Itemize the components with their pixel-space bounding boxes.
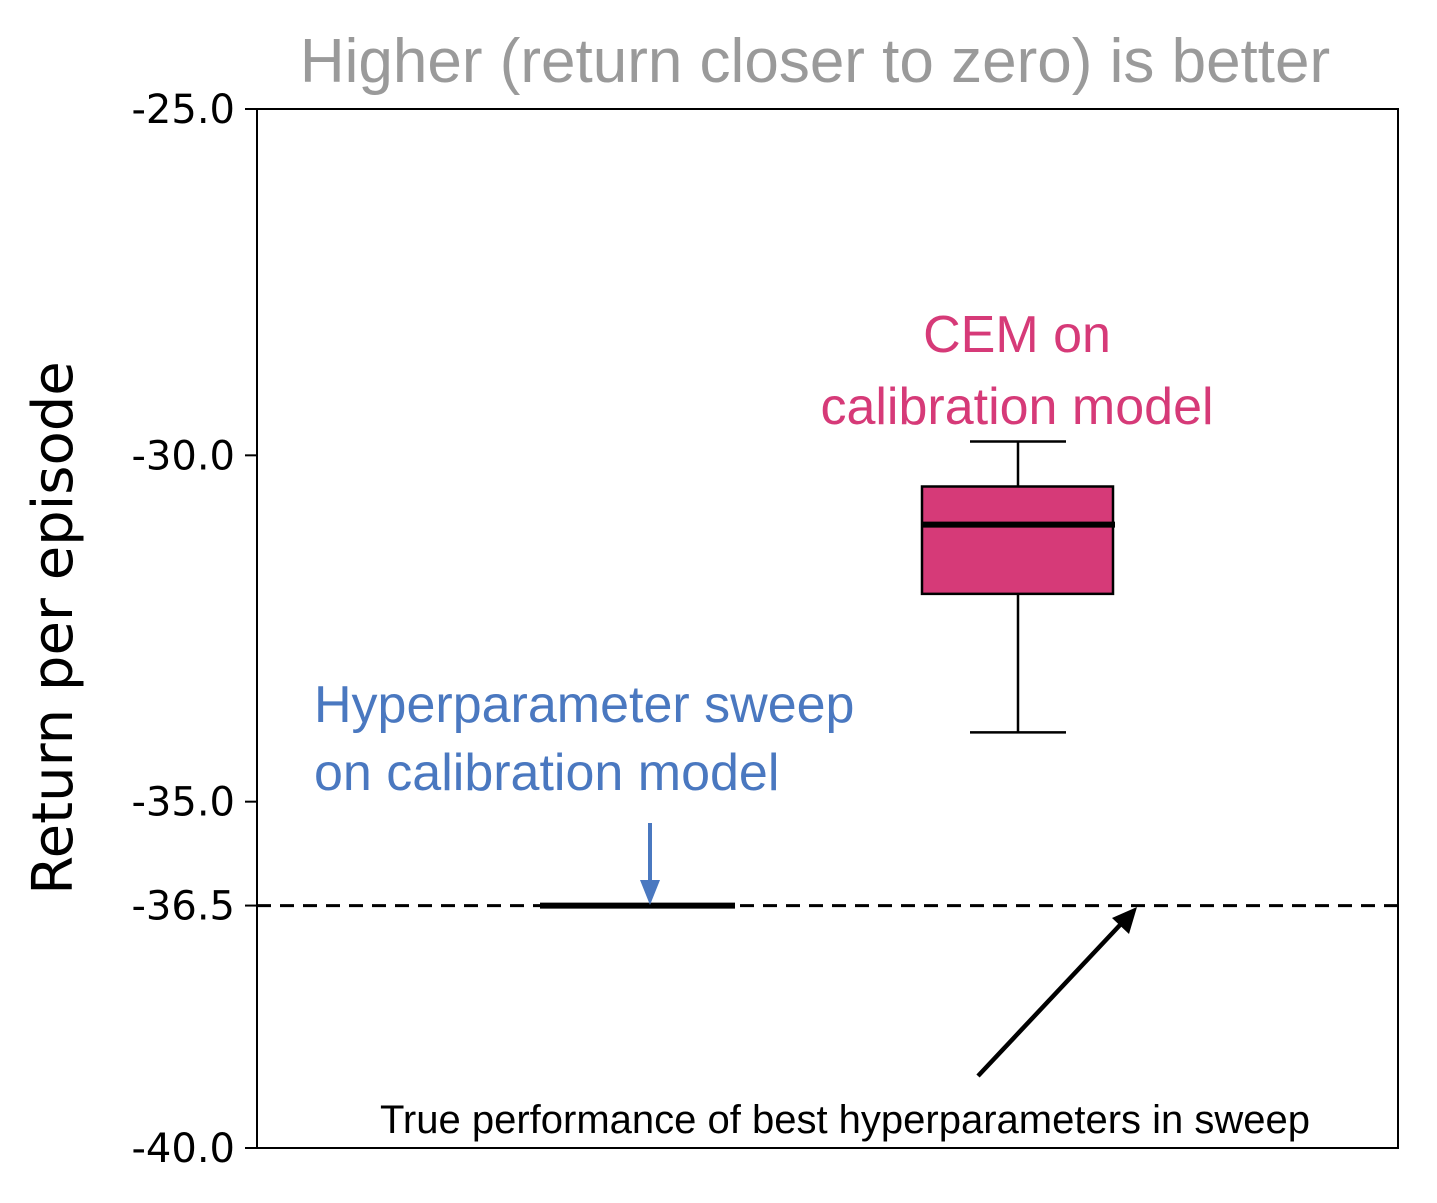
plot-frame bbox=[256, 108, 1399, 1149]
y-tick-label: -35.0 bbox=[132, 780, 236, 826]
y-tick-label: -30.0 bbox=[132, 433, 236, 479]
y-tick-label: -36.5 bbox=[132, 884, 236, 930]
true-performance-arrow bbox=[976, 907, 1137, 1078]
cem-label-line2: calibration model bbox=[820, 378, 1213, 436]
sweep-label-line1: Hyperparameter sweep bbox=[314, 676, 854, 734]
true-performance-label: True performance of best hyperparameters… bbox=[380, 1098, 1310, 1142]
sweep-arrow bbox=[640, 823, 660, 905]
y-axis-label: Return per episode bbox=[21, 361, 86, 894]
y-tick-label: -25.0 bbox=[132, 87, 236, 133]
y-tick-label: -40.0 bbox=[132, 1126, 236, 1172]
chart-title: Higher (return closer to zero) is better bbox=[300, 27, 1330, 96]
sweep-label-line2: on calibration model bbox=[314, 744, 779, 802]
annotation-backing bbox=[300, 1076, 1397, 1146]
cem-label-line1: CEM on bbox=[923, 306, 1111, 364]
box-iqr bbox=[920, 485, 1115, 596]
y-ticks: -25.0 -30.0 -35.0 -36.5 -40.0 bbox=[132, 87, 257, 1172]
box-plot bbox=[920, 440, 1115, 734]
